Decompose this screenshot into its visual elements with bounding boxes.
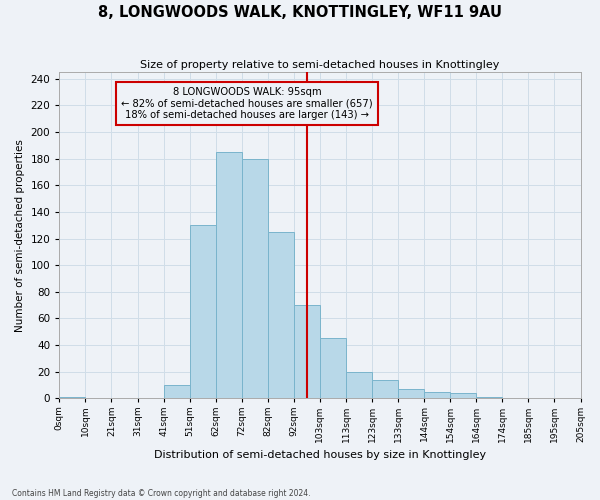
Bar: [398, 389, 424, 398]
Bar: [372, 380, 398, 398]
Bar: [59, 397, 85, 398]
Text: 8, LONGWOODS WALK, KNOTTINGLEY, WF11 9AU: 8, LONGWOODS WALK, KNOTTINGLEY, WF11 9AU: [98, 5, 502, 20]
Bar: [242, 158, 268, 398]
Bar: [268, 232, 294, 398]
Bar: [215, 152, 242, 398]
Bar: [424, 392, 450, 398]
Bar: [190, 226, 215, 398]
Bar: [450, 393, 476, 398]
Bar: [346, 372, 372, 398]
X-axis label: Distribution of semi-detached houses by size in Knottingley: Distribution of semi-detached houses by …: [154, 450, 486, 460]
Bar: [320, 338, 346, 398]
Bar: [294, 305, 320, 398]
Text: 8 LONGWOODS WALK: 95sqm
← 82% of semi-detached houses are smaller (657)
18% of s: 8 LONGWOODS WALK: 95sqm ← 82% of semi-de…: [121, 87, 373, 120]
Bar: [164, 385, 190, 398]
Bar: [476, 397, 502, 398]
Text: Contains HM Land Registry data © Crown copyright and database right 2024.: Contains HM Land Registry data © Crown c…: [12, 488, 311, 498]
Y-axis label: Number of semi-detached properties: Number of semi-detached properties: [15, 139, 25, 332]
Title: Size of property relative to semi-detached houses in Knottingley: Size of property relative to semi-detach…: [140, 60, 500, 70]
